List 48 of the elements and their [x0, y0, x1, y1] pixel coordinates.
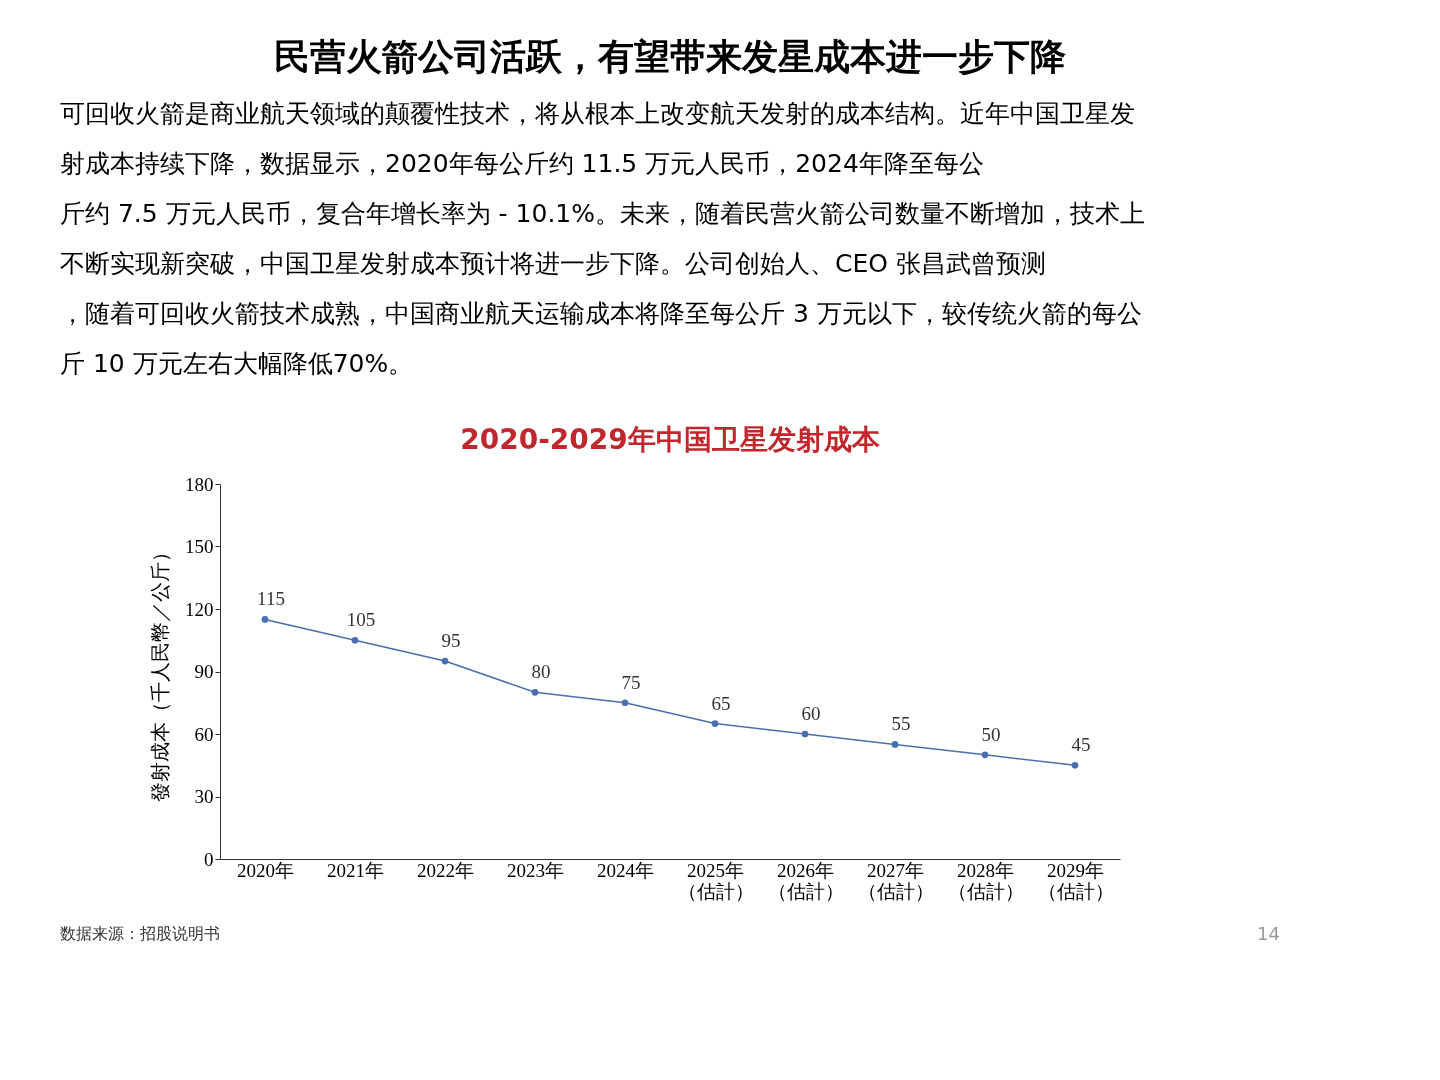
y-tick-label: 60 — [194, 723, 214, 745]
data-label: 55 — [891, 713, 911, 735]
text: 不断实现新突破，中国卫星发射成本预计将进一步下降。公司创始人、CEO 张昌武曾预测 — [60, 249, 1046, 278]
data-label: 95 — [441, 630, 461, 652]
point — [441, 657, 449, 665]
y-tick-label: 180 — [185, 473, 214, 495]
chart-subtitle: 2020-2029年中国卫星发射成本 — [460, 423, 881, 456]
x-tick-label: 2024年 — [597, 859, 654, 881]
y-tick-label: 0 — [204, 848, 214, 870]
text: ，随着可回收火箭技术成熟，中国商业航天运输成本将降至每公斤 3 万元以下，较传统火箭的每公 — [60, 299, 1142, 328]
x-tick-label: 2026年（估計） — [767, 859, 844, 902]
x-tick-label: 2029年（估計） — [1037, 859, 1114, 902]
text: 14 — [1257, 923, 1280, 944]
point — [981, 751, 989, 759]
y-tick-label: 150 — [185, 536, 214, 557]
data-label: 115 — [257, 588, 285, 610]
chart-title: 民营火箭公司活跃，有望带来发星成本进一步下降 — [274, 36, 1066, 77]
data-label: 60 — [801, 703, 821, 724]
point — [1071, 761, 1079, 769]
x-tick-label: 2023年 — [507, 859, 564, 881]
point — [351, 636, 359, 644]
text: 斤约 7.5 万元人民币，复合年增长率为 - 10.1%。未来，随着民营火箭公司数量不断增加，技术上 — [60, 199, 1145, 228]
data-label: 50 — [981, 723, 1001, 745]
text: 斤 10 万元左右大幅降低70%。 — [60, 349, 414, 378]
y-tick-label: 30 — [194, 786, 214, 807]
data-label: 80 — [531, 661, 551, 683]
point — [801, 730, 809, 738]
x-tick-label: 2022年 — [417, 859, 474, 881]
y-tick-label: 120 — [185, 598, 214, 620]
x-tick-label: 2021年 — [327, 859, 384, 881]
source-note: 数据来源：招股说明书 — [60, 924, 220, 943]
data-label: 65 — [711, 692, 731, 714]
point — [621, 699, 629, 707]
x-tick-label: 2025年（估計） — [677, 859, 754, 902]
text: 射成本持续下降，数据显示，2020年每公斤约 11.5 万元人民币，2024年降至每公 — [60, 149, 984, 178]
y-tick-label: 90 — [194, 661, 214, 682]
data-label: 45 — [1071, 734, 1091, 756]
point — [261, 616, 269, 623]
point — [891, 741, 899, 748]
y-axis-title: 發射成本（千人民幣／公斤） — [149, 542, 171, 802]
point — [531, 688, 539, 696]
data-label: 75 — [621, 671, 641, 693]
x-tick-label: 2028年（估計） — [947, 859, 1024, 902]
point — [711, 720, 719, 727]
text: 可回收火箭是商业航天领域的颠覆性技术，将从根本上改变航天发射的成本结构。近年中国卫星发 — [60, 99, 1135, 128]
data-label: 105 — [346, 609, 376, 631]
x-tick-label: 2020年 — [237, 859, 294, 881]
x-tick-label: 2027年（估計） — [857, 859, 934, 902]
